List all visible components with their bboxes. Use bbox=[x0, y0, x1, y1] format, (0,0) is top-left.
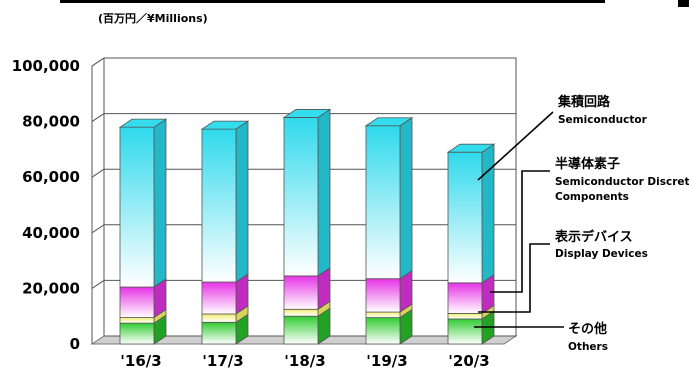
x-tick-label: '20/3 bbox=[448, 352, 489, 370]
bar-top bbox=[364, 117, 414, 127]
x-tick-label: '17/3 bbox=[202, 352, 243, 370]
bar-top bbox=[282, 109, 332, 118]
legend-label-discrete-jp: 半導体素子 bbox=[555, 156, 620, 172]
bar-segment bbox=[119, 286, 155, 318]
x-tick-label: '18/3 bbox=[284, 352, 325, 370]
bar-segment bbox=[447, 151, 483, 284]
bar-4 bbox=[364, 117, 414, 345]
bar-segment bbox=[447, 313, 483, 320]
header-rule-right bbox=[678, 0, 689, 7]
x-axis-ticks: '16/3 '17/3 '18/3 '19/3 '20/3 bbox=[120, 352, 489, 370]
bar-5 bbox=[446, 143, 496, 345]
bar-1 bbox=[118, 118, 168, 345]
gridline-depth bbox=[91, 113, 105, 123]
bar-top bbox=[118, 118, 168, 128]
bar-segment bbox=[365, 311, 401, 318]
y-tick-label: 60,000 bbox=[22, 168, 80, 186]
y-tick-label: 40,000 bbox=[22, 224, 80, 242]
bar-segment-side bbox=[399, 117, 413, 280]
bar-segment bbox=[119, 317, 155, 324]
callout-line-display bbox=[478, 243, 550, 313]
bar-segment-side bbox=[153, 118, 167, 288]
gridline-depth bbox=[91, 279, 105, 289]
bar-segment bbox=[201, 128, 237, 283]
bars bbox=[118, 108, 496, 345]
bar-segment bbox=[365, 317, 401, 345]
unit-label: (百万円／¥Millions) bbox=[98, 12, 208, 25]
legend-item-semiconductor: 集積回路 Semiconductor bbox=[477, 94, 648, 181]
y-tick-label: 80,000 bbox=[22, 113, 80, 131]
y-tick-label: 0 bbox=[70, 335, 80, 353]
legend-label-others-en: Others bbox=[568, 341, 608, 353]
legend-label-semiconductor-en: Semiconductor bbox=[558, 114, 648, 126]
y-axis-ticks: 0 20,000 40,000 60,000 80,000 100,000 bbox=[12, 57, 80, 353]
x-tick-label: '16/3 bbox=[120, 352, 161, 370]
bar-top bbox=[446, 143, 496, 153]
bar-segment bbox=[283, 315, 319, 345]
legend-item-discrete: 半導体素子 Semiconductor Discrete Components bbox=[490, 156, 689, 293]
gridline-depth bbox=[91, 168, 105, 178]
bar-segment bbox=[447, 282, 483, 314]
y-tick-label: 20,000 bbox=[22, 279, 80, 297]
bar-segment bbox=[283, 308, 319, 317]
bar-segment bbox=[283, 275, 319, 310]
callout-line-discrete bbox=[490, 170, 550, 293]
bar-segment bbox=[201, 313, 237, 323]
legend-label-display-jp: 表示デバイス bbox=[554, 229, 633, 245]
legend-label-discrete-en-line1: Semiconductor Discrete bbox=[555, 176, 689, 188]
bar-segment bbox=[283, 117, 319, 277]
y-axis-depth bbox=[91, 57, 105, 67]
callout-line-semiconductor bbox=[477, 111, 554, 181]
bar-segment-side bbox=[481, 143, 495, 284]
legend-label-discrete-en-line2: Components bbox=[555, 191, 629, 203]
bar-segment bbox=[365, 278, 401, 313]
bar-segment bbox=[447, 318, 483, 345]
bar-2 bbox=[200, 120, 250, 345]
legend-item-others: その他 Others bbox=[474, 321, 608, 353]
legend: 集積回路 Semiconductor 半導体素子 Semiconductor D… bbox=[474, 94, 689, 353]
bar-top bbox=[200, 120, 250, 130]
legend-label-display-en: Display Devices bbox=[555, 248, 648, 260]
bar-segment bbox=[119, 322, 155, 345]
legend-label-others-jp: その他 bbox=[568, 321, 607, 337]
legend-label-semiconductor-jp: 集積回路 bbox=[557, 94, 611, 110]
header-rule bbox=[60, 0, 605, 3]
bar-segment-side bbox=[235, 120, 249, 283]
bar-3 bbox=[282, 108, 332, 345]
bar-segment bbox=[201, 321, 237, 345]
x-tick-label: '19/3 bbox=[366, 352, 407, 370]
gridline-depth bbox=[91, 224, 105, 234]
y-tick-label: 100,000 bbox=[12, 57, 80, 75]
legend-item-display: 表示デバイス Display Devices bbox=[478, 229, 648, 313]
bar-segment bbox=[365, 125, 401, 280]
bar-segment bbox=[119, 126, 155, 288]
bar-segment bbox=[201, 281, 237, 315]
bar-segment-side bbox=[317, 108, 331, 277]
